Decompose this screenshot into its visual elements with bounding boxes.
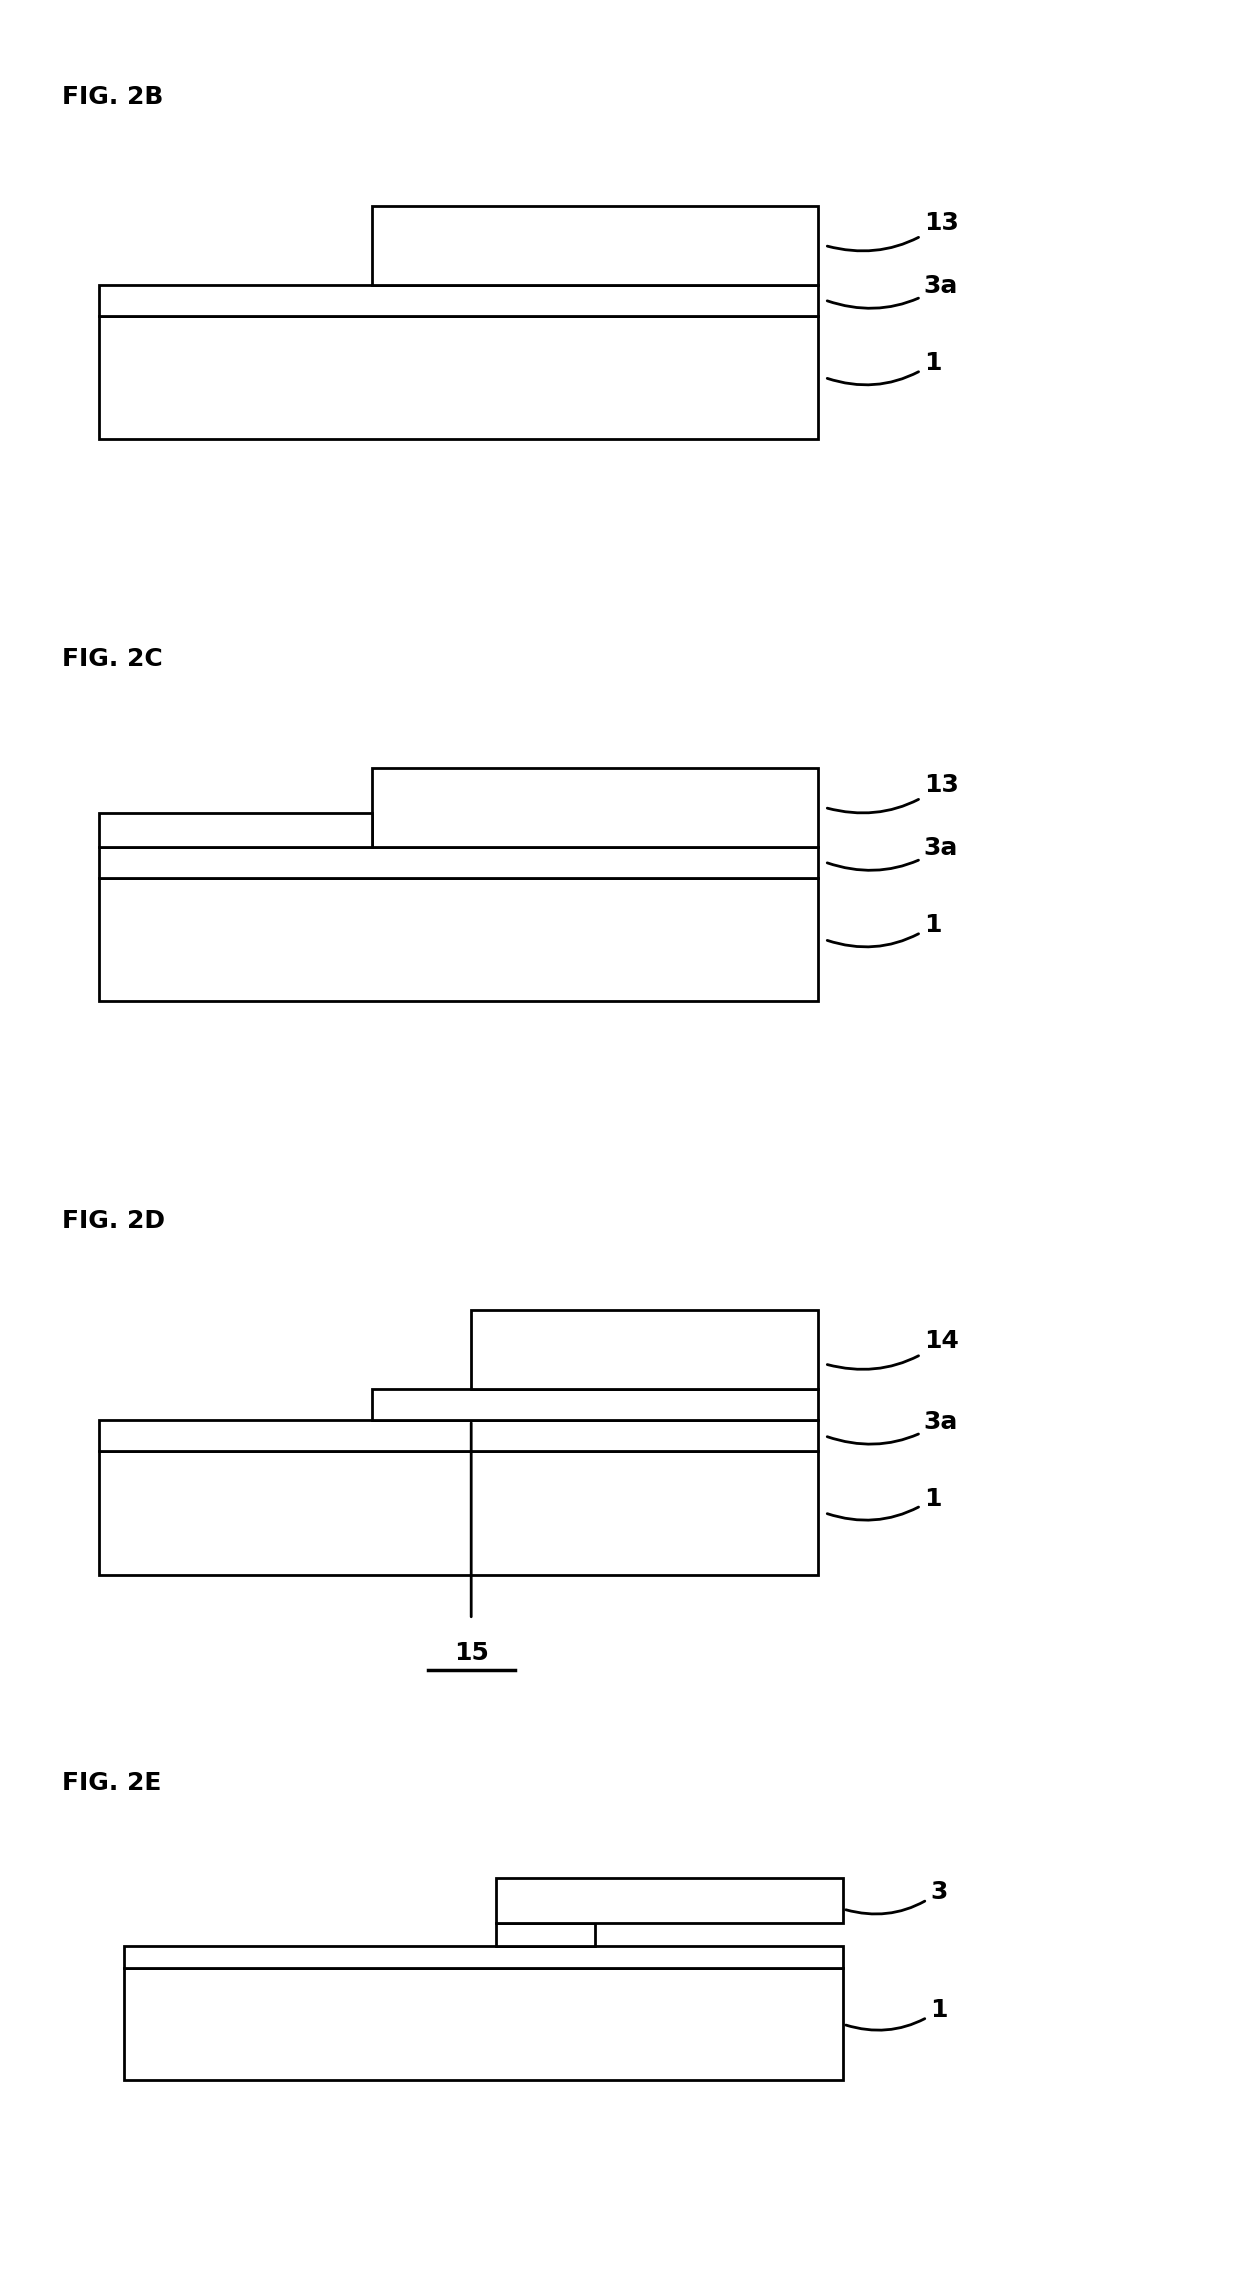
Text: FIG. 2B: FIG. 2B (62, 85, 164, 110)
Text: 3: 3 (846, 1881, 947, 1913)
Text: 1: 1 (827, 1487, 941, 1521)
Bar (99, 317, 818, 440)
Bar (99, 846, 818, 879)
Bar (471, 1310, 818, 1390)
Text: 14: 14 (827, 1328, 959, 1370)
Text: FIG. 2D: FIG. 2D (62, 1209, 165, 1234)
Bar (99, 879, 818, 1000)
Text: 3a: 3a (827, 273, 959, 307)
Bar (124, 1968, 843, 2081)
Text: 1: 1 (827, 351, 941, 385)
Text: 1: 1 (846, 1998, 947, 2030)
Text: 13: 13 (827, 773, 959, 812)
Bar (99, 1450, 818, 1574)
Bar (99, 812, 372, 846)
Bar (496, 1922, 595, 1945)
Bar (496, 1879, 843, 1922)
Text: 1: 1 (827, 913, 941, 947)
Bar (99, 284, 818, 317)
Bar (372, 206, 818, 284)
Text: 13: 13 (827, 211, 959, 250)
Text: FIG. 2E: FIG. 2E (62, 1771, 161, 1796)
Bar (372, 768, 818, 846)
Bar (99, 1420, 818, 1452)
Text: 3a: 3a (827, 1411, 959, 1445)
Bar (124, 1945, 843, 1968)
Bar (372, 1390, 818, 1420)
Text: 15: 15 (454, 1640, 489, 1665)
Text: FIG. 2C: FIG. 2C (62, 647, 162, 672)
Text: 3a: 3a (827, 835, 959, 869)
